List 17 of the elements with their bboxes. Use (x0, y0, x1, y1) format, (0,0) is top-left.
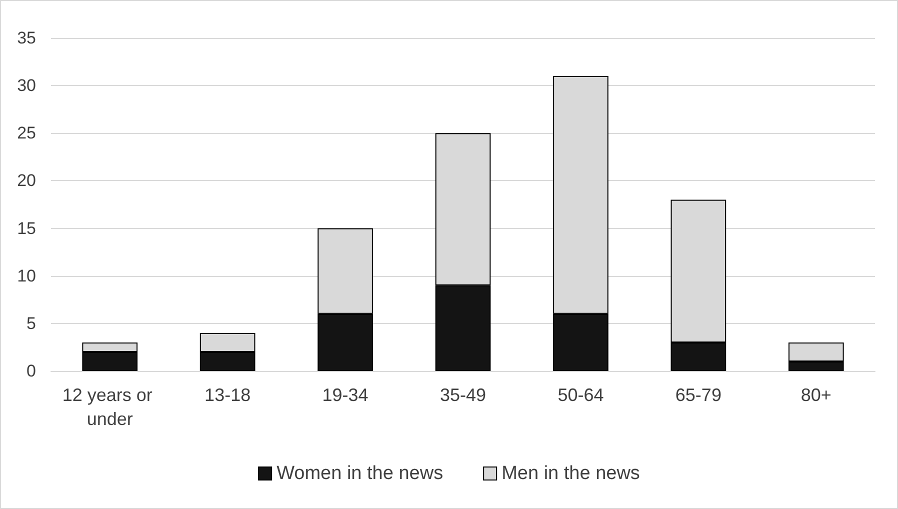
y-tick-label: 10 (17, 266, 36, 286)
y-tick-label: 30 (17, 76, 36, 96)
y-tick-label: 35 (17, 28, 36, 48)
x-tick-label: 35-49 (440, 385, 486, 405)
x-tick-label: 12 years or under (62, 385, 158, 429)
x-tick-label: 80+ (800, 385, 832, 405)
x-tick-label: 50-64 (558, 385, 604, 405)
x-tick-label: 13-18 (204, 385, 251, 405)
y-tick-label: 15 (17, 218, 36, 238)
y-tick-label: 25 (17, 124, 36, 143)
y-tick-label: 0 (26, 362, 36, 380)
legend-label: Men in the news (502, 463, 640, 484)
x-tick-label: 19-34 (322, 385, 368, 405)
y-tick-label: 20 (17, 171, 36, 190)
x-tick-label: 65-79 (675, 385, 722, 405)
y-tick-label: 5 (26, 314, 36, 333)
legend-label: Women in the news (276, 463, 444, 484)
